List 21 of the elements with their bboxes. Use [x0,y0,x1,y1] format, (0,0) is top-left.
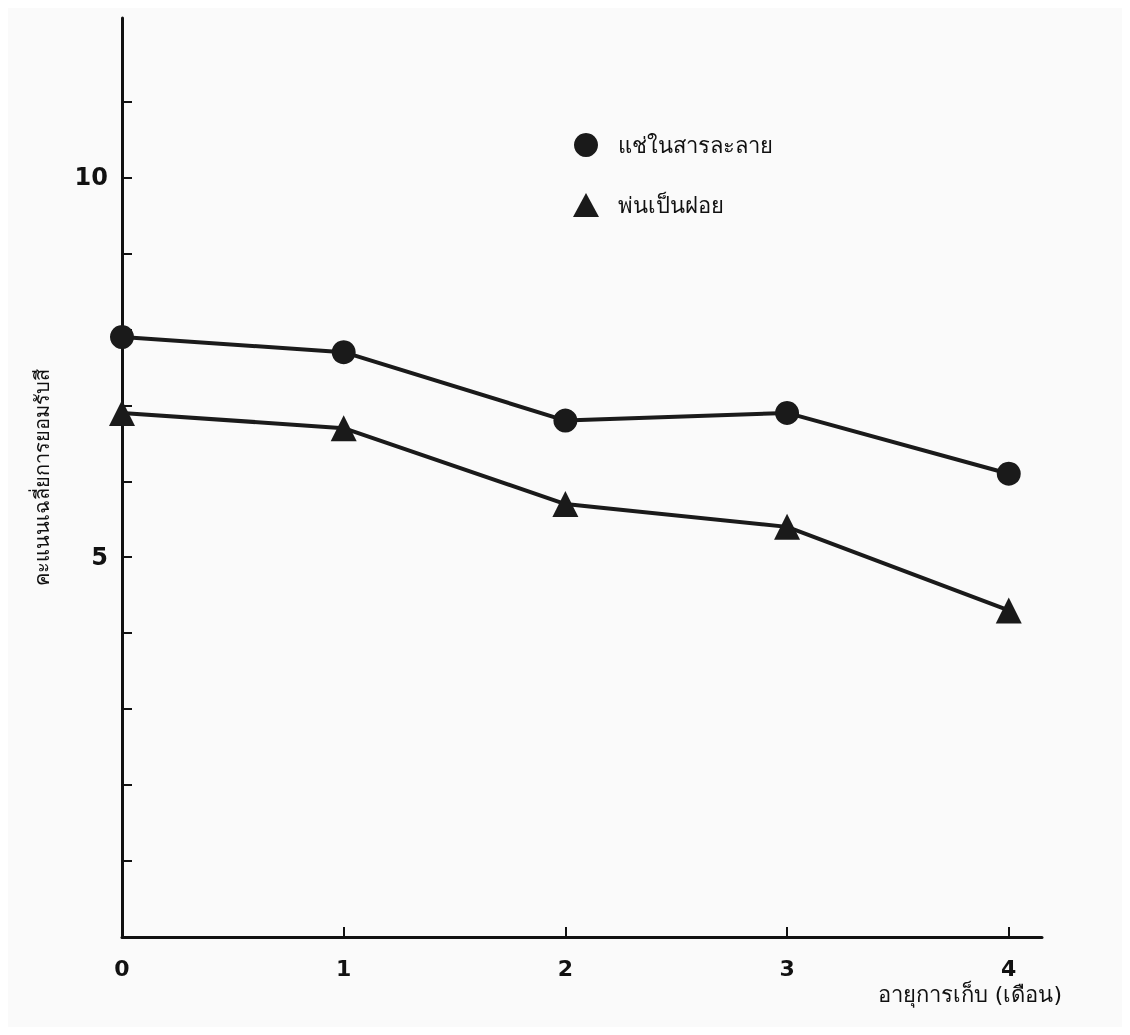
y-tick-label: 10 [74,163,108,192]
point [996,461,1021,486]
point [995,597,1022,624]
point [330,415,357,442]
x-tick-label: 2 [557,955,574,981]
y-tick-label: 5 [91,543,108,572]
point [552,491,579,518]
point [775,400,800,425]
x-axis-title: อายุการเก็บ (เดือน) [877,979,1062,1008]
point [109,399,135,426]
x-tick-label: 0 [114,955,130,981]
x-tick-label: 3 [779,955,795,981]
x-tick-label: 1 [336,955,352,981]
legend-label: แช่ในสารละลาย [618,132,773,158]
point [110,325,134,349]
point [553,408,578,433]
legend-label: พ่นเป็นฝอย [618,190,724,218]
y-axis-title: คะแนนเฉลี่ยการยอมรับสี [28,369,54,586]
point [331,340,356,365]
point [774,513,801,540]
x-tick-label: 4 [1001,955,1017,981]
